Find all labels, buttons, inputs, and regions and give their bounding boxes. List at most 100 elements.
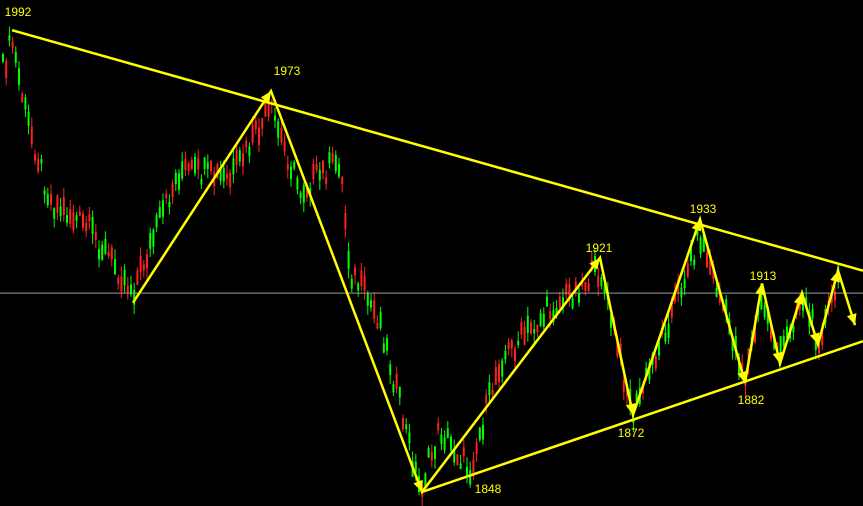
candle-body	[322, 161, 324, 174]
arrow-head	[413, 479, 423, 492]
candle-body	[184, 158, 187, 171]
candle-body	[459, 463, 462, 470]
candle-body	[315, 163, 318, 171]
candle-body	[267, 100, 270, 117]
candle-body	[690, 243, 692, 262]
candle-body	[379, 312, 382, 329]
candle-body	[600, 277, 603, 286]
arrow-head	[260, 91, 271, 104]
candle-body	[395, 373, 398, 389]
candle-body	[686, 263, 689, 277]
candle-body	[53, 208, 56, 219]
candle-body	[155, 214, 158, 228]
candle-body	[699, 237, 702, 254]
candle-body	[200, 179, 203, 185]
candle-body	[136, 270, 139, 286]
candle-body	[734, 336, 737, 352]
candle-body	[78, 211, 81, 216]
candle-body	[114, 258, 116, 275]
candle-body	[43, 190, 46, 195]
candle-body	[229, 172, 232, 187]
candle-body	[571, 298, 574, 309]
candle-body	[786, 326, 788, 338]
candle-body	[50, 194, 52, 205]
candle-body	[139, 255, 142, 272]
candle-body	[24, 97, 27, 110]
candle-body	[616, 339, 619, 357]
candle-body	[299, 192, 302, 198]
candle-body	[197, 157, 200, 170]
candle-body	[782, 335, 785, 347]
candle-body	[341, 176, 344, 185]
candle-body	[110, 247, 113, 260]
candle-body	[171, 183, 174, 198]
candle-body	[293, 162, 296, 169]
candle-body	[27, 111, 30, 126]
candle-body	[485, 394, 488, 404]
candle-body	[181, 161, 184, 179]
candle-body	[94, 232, 97, 241]
candle-body	[373, 300, 376, 319]
candle-body	[581, 280, 584, 287]
candle-body	[334, 155, 337, 172]
candle-body	[14, 51, 17, 63]
candle-body	[437, 423, 440, 431]
candle-body	[526, 316, 529, 333]
arrow-head	[772, 351, 783, 364]
candle-body	[104, 238, 107, 254]
candle-body	[222, 167, 225, 182]
candle-body	[69, 209, 72, 224]
candle-body	[517, 340, 520, 346]
candle-body	[472, 459, 475, 477]
candle-body	[242, 153, 244, 167]
candle-body	[363, 275, 366, 291]
candle-body	[245, 140, 248, 148]
candle-body	[536, 324, 539, 333]
candle-body	[754, 324, 756, 343]
candle-body	[565, 284, 568, 295]
candle-body	[402, 417, 404, 429]
candle-body	[357, 283, 360, 291]
candle-body	[165, 193, 168, 199]
candle-body	[709, 257, 712, 275]
candle-body	[696, 229, 699, 236]
candle-body	[254, 120, 257, 130]
candle-body	[203, 157, 206, 169]
candle-body	[149, 233, 152, 249]
candle-body	[811, 309, 814, 319]
price-label: 1872	[618, 426, 645, 440]
candle-body	[427, 447, 430, 458]
candle-body	[82, 213, 84, 228]
candle-body	[424, 473, 427, 488]
candle-body	[347, 251, 350, 269]
candle-body	[344, 212, 347, 230]
candle-body	[469, 470, 472, 485]
candle-body	[549, 311, 552, 319]
candle-body	[123, 269, 126, 286]
candle-body	[475, 442, 478, 455]
candle-body	[283, 140, 286, 152]
candle-body	[274, 115, 276, 121]
candle-body	[770, 323, 772, 340]
candle-body	[507, 342, 510, 349]
candle-body	[834, 291, 836, 301]
candle-body	[440, 434, 443, 445]
candle-body	[194, 156, 196, 174]
candle-body	[152, 229, 155, 247]
candle-body	[530, 322, 532, 334]
candle-body	[478, 427, 481, 440]
candle-body	[494, 367, 497, 385]
candle-body	[622, 379, 625, 392]
candle-body	[258, 127, 260, 145]
candle-body	[264, 102, 267, 117]
candle-body	[603, 285, 606, 293]
candle-body	[491, 389, 494, 395]
candle-body	[261, 118, 264, 129]
candle-body	[488, 382, 491, 396]
candle-body	[210, 160, 212, 172]
candle-body	[88, 214, 91, 222]
candle-body	[235, 149, 238, 166]
candle-body	[520, 322, 523, 335]
candle-body	[741, 362, 744, 373]
